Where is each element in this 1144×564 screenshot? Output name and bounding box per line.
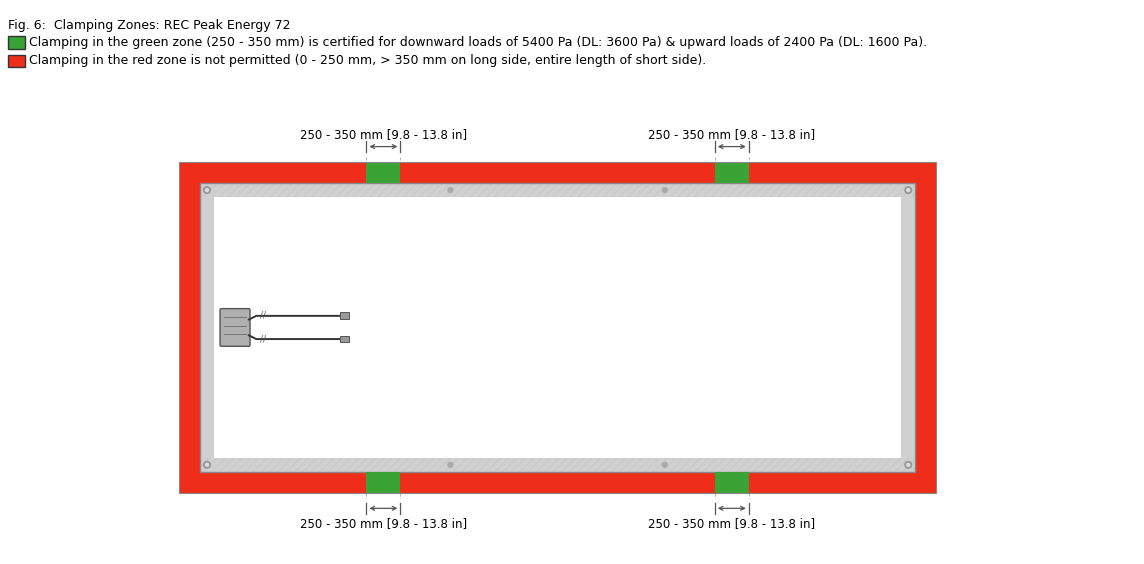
Bar (178, 162, 936, 493)
Bar (341, 336, 349, 342)
Circle shape (448, 462, 453, 467)
Circle shape (204, 187, 210, 193)
Text: //: // (260, 310, 267, 319)
Bar (200, 183, 915, 197)
Bar (901, 183, 915, 472)
Circle shape (662, 188, 667, 192)
Bar (8, 36, 25, 49)
Bar (715, 472, 748, 493)
Circle shape (905, 187, 912, 193)
Text: Clamping in the green zone (250 - 350 mm) is certified for downward loads of 540: Clamping in the green zone (250 - 350 mm… (29, 36, 927, 49)
Circle shape (905, 461, 912, 468)
Circle shape (907, 189, 909, 192)
Bar (200, 183, 214, 472)
Bar (200, 458, 915, 472)
Text: 250 - 350 mm [9.8 - 13.8 in]: 250 - 350 mm [9.8 - 13.8 in] (300, 517, 467, 530)
Text: 250 - 350 mm [9.8 - 13.8 in]: 250 - 350 mm [9.8 - 13.8 in] (649, 517, 816, 530)
Circle shape (204, 461, 210, 468)
Bar (715, 162, 748, 183)
FancyBboxPatch shape (220, 309, 251, 346)
Bar (200, 183, 915, 472)
Circle shape (662, 462, 667, 467)
Circle shape (448, 188, 453, 192)
Bar (366, 472, 400, 493)
Circle shape (206, 189, 208, 192)
Bar (200, 183, 915, 472)
Text: 250 - 350 mm [9.8 - 13.8 in]: 250 - 350 mm [9.8 - 13.8 in] (649, 128, 816, 141)
Text: Fig. 6:  Clamping Zones: REC Peak Energy 72: Fig. 6: Clamping Zones: REC Peak Energy … (8, 19, 291, 32)
Circle shape (907, 464, 909, 466)
Text: //: // (260, 334, 267, 343)
Text: Clamping in the red zone is not permitted (0 - 250 mm, > 350 mm on long side, en: Clamping in the red zone is not permitte… (29, 55, 706, 68)
Bar (366, 162, 400, 183)
Bar (200, 458, 915, 472)
Circle shape (206, 464, 208, 466)
Bar (178, 162, 936, 493)
Bar (8, 55, 25, 67)
Bar (200, 183, 915, 197)
Text: 250 - 350 mm [9.8 - 13.8 in]: 250 - 350 mm [9.8 - 13.8 in] (300, 128, 467, 141)
Bar (341, 312, 349, 319)
